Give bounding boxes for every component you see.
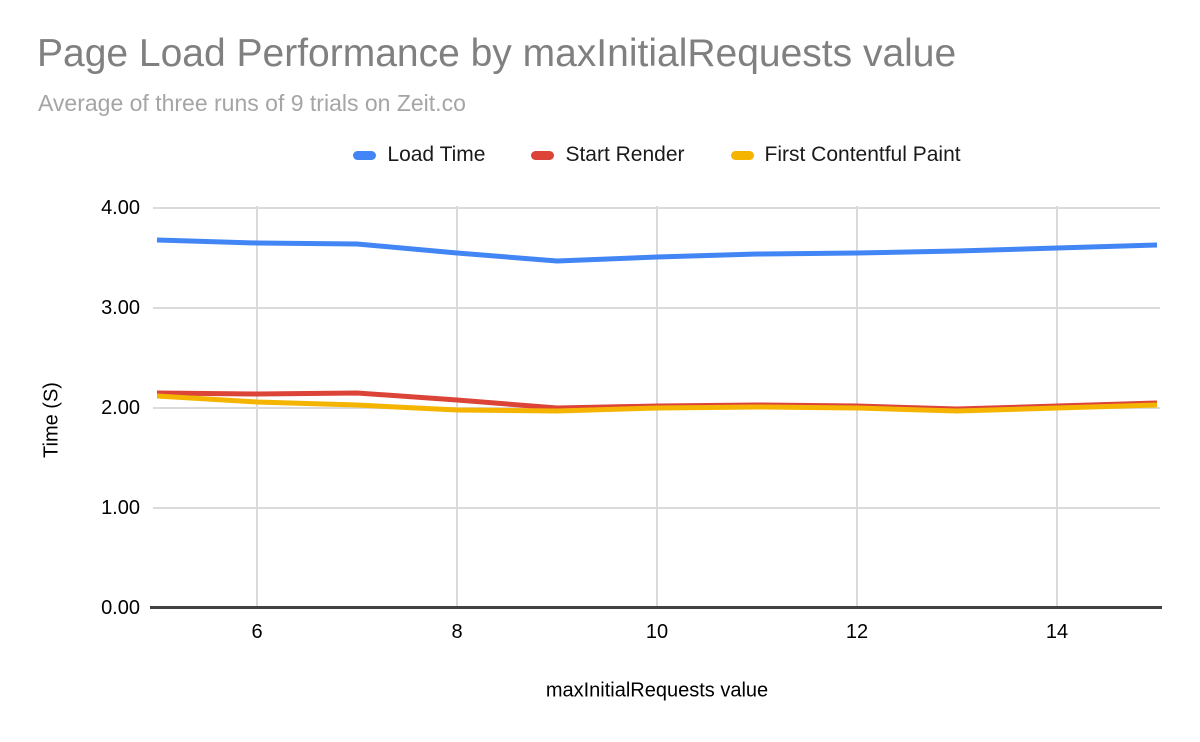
x-tick-label: 6 [251,621,263,643]
y-tick-label: 4.00 [101,197,140,219]
legend-swatch-start-render [531,150,555,160]
y-tick-label: 1.00 [101,497,140,519]
y-axis-title: Time (S) [40,382,63,458]
y-tick-label: 2.00 [101,397,140,419]
x-tick-label: 12 [845,621,869,643]
series-line-load-time [156,237,1158,264]
legend-swatch-load-time [353,150,377,160]
y-tick-label: 0.00 [101,597,140,619]
legend-item-first-contentful-paint[interactable]: First Contentful Paint [730,143,961,167]
legend-label-load-time: Load Time [387,143,486,166]
legend-swatch-first-contentful-paint [730,150,754,160]
legend-item-load-time[interactable]: Load Time [353,143,485,167]
legend: Load Time Start Render First Contentful … [157,139,1157,171]
x-tick-label: 14 [1045,621,1069,643]
legend-label-first-contentful-paint: First Contentful Paint [764,143,961,166]
legend-item-start-render[interactable]: Start Render [531,143,685,167]
x-tick-label: 10 [645,621,669,643]
chart-title: Page Load Performance by maxInitialReque… [37,32,957,75]
legend-label-start-render: Start Render [565,143,685,166]
series-line-first-contentful-paint [156,393,1158,414]
x-tick-label: 8 [451,621,463,643]
y-tick-label: 3.00 [101,297,140,319]
x-axis-title: maxInitialRequests value [545,679,769,702]
chart-subtitle: Average of three runs of 9 trials on Zei… [38,90,466,116]
